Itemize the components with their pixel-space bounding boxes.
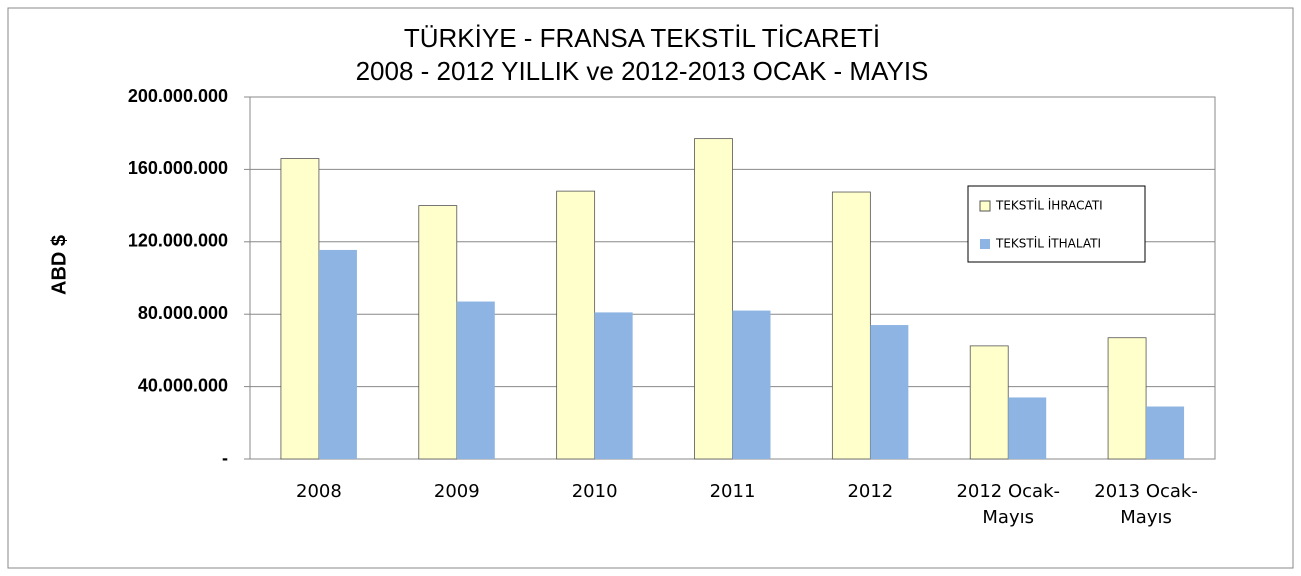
legend-swatch [980,239,990,249]
bar [1008,397,1047,459]
bar [870,325,909,459]
legend-label: TEKSTİL İTHALATI [995,236,1101,251]
bar [456,301,495,459]
y-tick-label: 120.000.000 [128,231,228,251]
x-tick-label: 2012 Ocak-Mayıs [956,481,1060,528]
bar [1107,337,1147,460]
y-tick-label: 80.000.000 [138,303,228,323]
bar [732,310,771,459]
y-axis-label: ABD $ [48,235,70,295]
y-tick-label: 160.000.000 [128,158,228,178]
y-tick-label: 200.000.000 [128,86,228,106]
bar [418,205,458,460]
bar [556,190,596,460]
x-tick-label: 2009 [434,481,480,502]
x-tick-label: 2008 [296,481,342,502]
y-tick-label: - [222,448,228,468]
bar [318,249,357,459]
x-tick-label: 2012 [847,481,893,502]
chart-title: TÜRKİYE - FRANSA TEKSTİL TİCARETİ [404,23,880,53]
bar [1146,406,1185,459]
x-tick-label: 2013 Ocak-Mayıs [1094,481,1198,528]
bar [280,158,320,460]
x-tick-label: 2011 [710,481,756,502]
y-tick-label: 40.000.000 [138,375,228,395]
legend-box [967,185,1146,263]
bar [594,312,633,459]
x-tick-label: 2010 [572,481,618,502]
bar [694,138,733,460]
bar [831,191,871,460]
bar [969,345,1009,460]
legend-swatch [979,200,991,212]
chart-subtitle: 2008 - 2012 YILLIK ve 2012-2013 OCAK - M… [356,56,929,86]
legend-label: TEKSTİL İHRACATI [995,198,1103,213]
